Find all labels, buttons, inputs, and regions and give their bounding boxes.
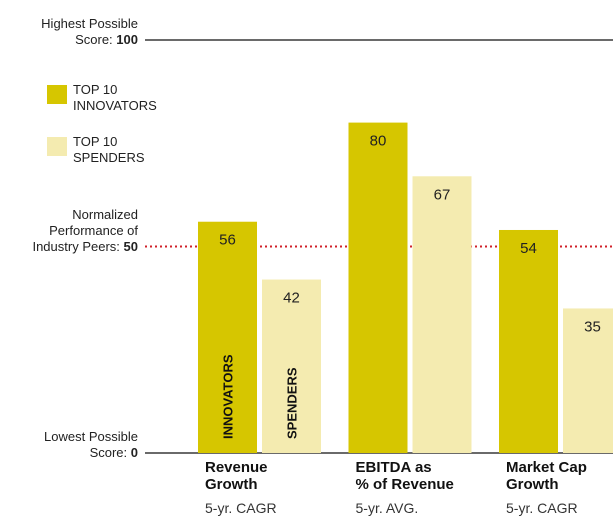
bar [198,221,257,453]
x-tick-label: Revenue Growth [205,459,268,493]
y-tick-caption: Lowest Possible Score: 0 [3,429,138,461]
bar [348,122,408,453]
caption-text: Highest Possible Score: [41,16,138,47]
value-label: 80 [370,133,387,150]
value-label: 42 [283,290,300,307]
legend-label: TOP 10 INNOVATORS [73,82,157,113]
y-tick-label: 0 [130,445,138,460]
value-label: 56 [219,232,236,249]
value-label: 54 [520,240,537,257]
bar [412,176,472,454]
y-tick-label: 100 [116,32,138,47]
legend-swatch [47,137,67,156]
bar-annotation: SPENDERS [285,367,300,439]
value-label: 67 [434,186,451,203]
x-tick-label: EBITDA as % of Revenue [355,459,454,493]
y-tick-label: 50 [123,238,138,254]
y-tick-caption: Highest Possible Score: 100 [3,16,138,48]
legend-swatch [47,85,67,104]
y-tick-caption: Normalized Performance of Industry Peers… [3,207,138,255]
bar [499,229,558,453]
x-tick-label: Market Cap Growth [506,459,587,493]
bar [262,279,321,453]
value-label: 35 [584,318,601,335]
caption-text: Lowest Possible Score: [44,429,138,460]
category-note: 5-yr. CAGR [205,500,277,516]
bar-annotation: INNOVATORS [221,354,236,439]
category-note: 5-yr. AVG. [355,500,419,516]
caption-text: Normalized Performance of Industry Peers… [32,206,138,254]
legend-label: TOP 10 SPENDERS [73,134,145,165]
category-note: 5-yr. CAGR [506,500,578,516]
bar [563,308,613,453]
